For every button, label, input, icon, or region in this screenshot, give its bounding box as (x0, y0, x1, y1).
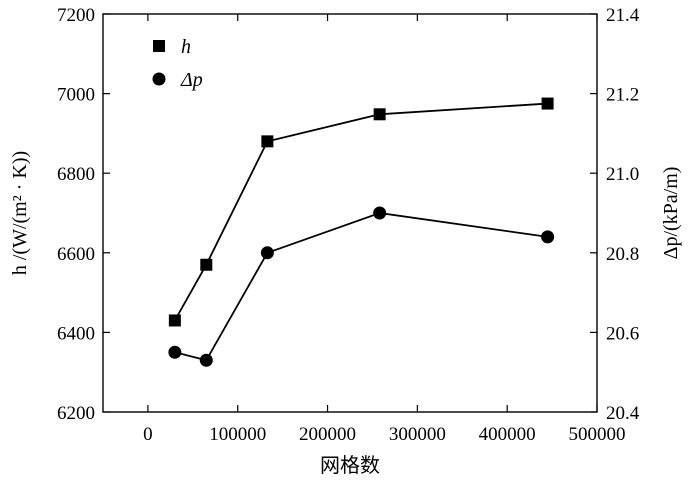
point-square (261, 135, 274, 148)
y-left-tick-label: 6400 (57, 323, 95, 344)
x-tick-label: 300000 (389, 424, 446, 445)
y-right-tick-label: 20.4 (606, 403, 640, 424)
legend-label: Δp (180, 69, 203, 91)
point-circle (541, 230, 555, 244)
y-axis-label-right: Δp/(kPa/m) (660, 167, 682, 260)
y-right-tick-label: 21.2 (606, 85, 639, 106)
point-square (200, 258, 213, 271)
y-left-tick-label: 6600 (57, 244, 95, 265)
y-right-tick-label: 20.6 (606, 323, 639, 344)
plot-frame (102, 13, 598, 413)
point-circle (260, 246, 274, 260)
point-square (541, 97, 554, 110)
legend-marker-square (153, 40, 165, 52)
y-right-tick-label: 20.8 (606, 244, 639, 265)
ticks-layer: 0 100000 200000 300000 400000 500000 6200 6400 6… (57, 5, 640, 445)
point-square (373, 108, 386, 121)
y-left-tick-label: 7200 (57, 5, 95, 26)
point-circle (168, 345, 182, 359)
y-left-tick-label: 7000 (57, 85, 95, 106)
series-line-dp (174, 212, 548, 362)
point-circle (199, 353, 213, 367)
x-tick-label: 400000 (479, 424, 536, 445)
series-line-h (174, 102, 548, 321)
y-left-tick-label: 6200 (57, 403, 95, 424)
y-axis-label-left: h /(W/(m² · K)) (9, 151, 31, 275)
legend-marker-circle (152, 72, 166, 86)
x-tick-label: 500000 (569, 424, 626, 445)
plot-border (102, 13, 598, 413)
legend: h Δp (152, 36, 203, 91)
point-circle (373, 206, 387, 220)
point-square (168, 314, 181, 327)
series-layer (168, 97, 555, 367)
x-tick-label: 0 (143, 424, 153, 445)
y-right-tick-label: 21.4 (606, 5, 640, 26)
x-tick-label: 200000 (299, 424, 356, 445)
legend-label: h (181, 36, 191, 58)
x-axis-label: 网格数 (320, 454, 380, 477)
y-left-tick-label: 6800 (57, 164, 95, 185)
y-right-tick-label: 21.0 (606, 164, 639, 185)
x-tick-label: 100000 (209, 424, 266, 445)
